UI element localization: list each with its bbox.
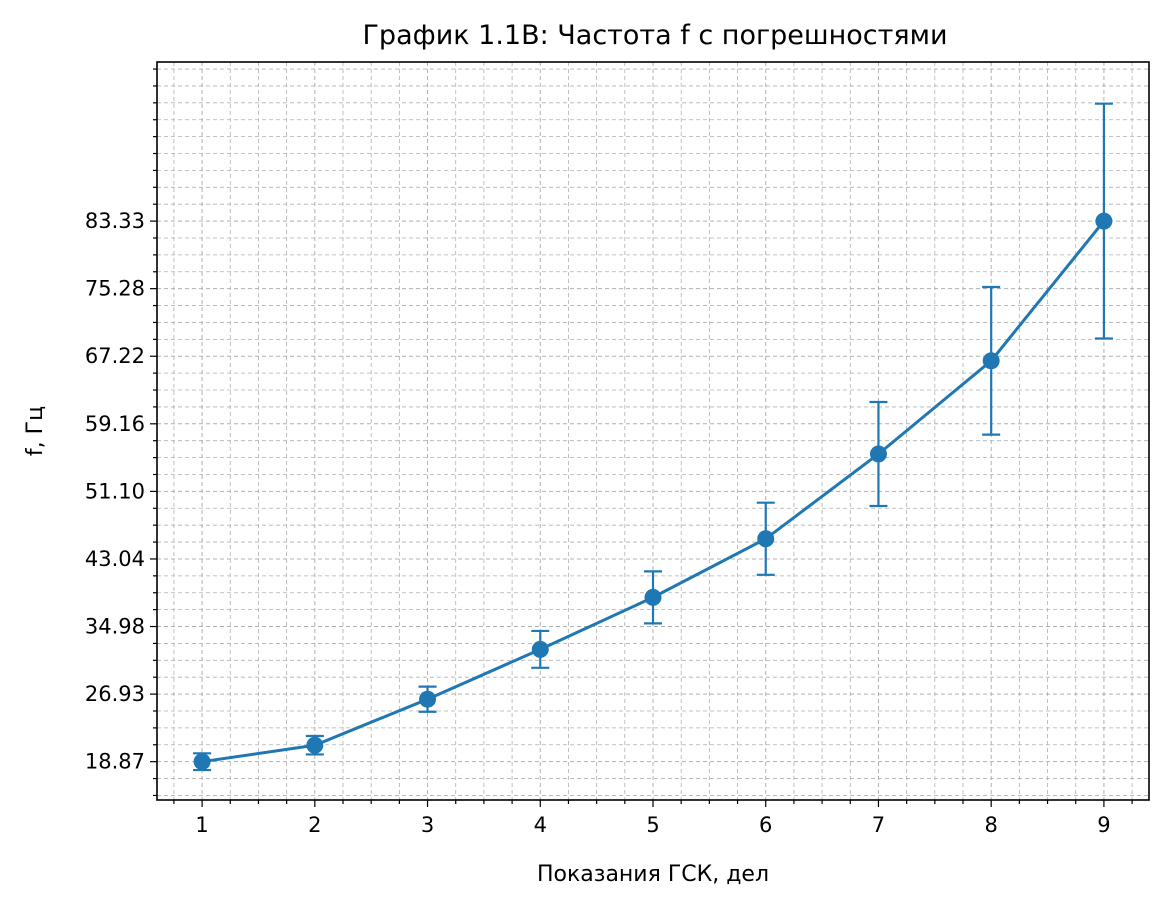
y-tick-label: 18.87: [85, 750, 145, 774]
y-tick-label: 75.28: [85, 277, 145, 301]
data-point: [757, 530, 775, 548]
grid: [157, 62, 1149, 800]
data-point: [1095, 212, 1113, 230]
ticks: 1 2 3 4 5 6 7 8 9 18.87 26.93 34.98 43.04 51.10 59.16 6…: [85, 68, 1133, 837]
y-tick-label: 67.22: [85, 344, 145, 368]
x-tick-label: 4: [534, 813, 547, 837]
x-tick-label: 9: [1097, 813, 1110, 837]
y-tick-label: 43.04: [85, 547, 145, 571]
x-tick-label: 8: [984, 813, 997, 837]
x-tick-label: 7: [872, 813, 885, 837]
y-tick-label: 59.16: [85, 412, 145, 436]
chart-title: График 1.1В: Частота f с погрешностями: [362, 20, 947, 51]
data-point: [644, 588, 662, 606]
data-point: [869, 445, 887, 463]
data-point: [982, 352, 1000, 370]
x-axis-label: Показания ГСК, дел: [537, 862, 769, 887]
y-tick-label: 34.98: [85, 615, 145, 639]
y-tick-label: 51.10: [85, 479, 145, 503]
y-axis-label: f, Гц: [23, 406, 48, 456]
data-point: [419, 690, 437, 708]
x-tick-label: 1: [195, 813, 208, 837]
data-point: [531, 640, 549, 658]
axes-frame: [156, 61, 1150, 801]
y-tick-label: 83.33: [85, 209, 145, 233]
data-point: [306, 736, 324, 754]
x-tick-label: 2: [308, 813, 321, 837]
data-point: [193, 753, 211, 771]
x-tick-label: 6: [759, 813, 772, 837]
series-layer: [193, 102, 1113, 772]
y-tick-label: 26.93: [85, 682, 145, 706]
x-tick-label: 5: [646, 813, 659, 837]
x-tick-label: 3: [421, 813, 434, 837]
